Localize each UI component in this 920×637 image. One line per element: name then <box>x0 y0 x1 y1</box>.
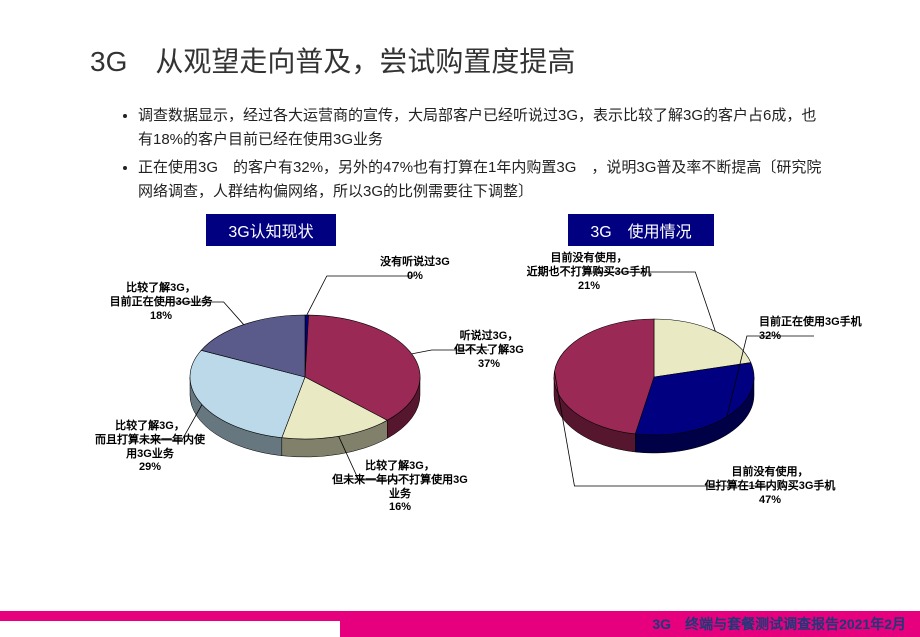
bullet-item: 正在使用3G 的客户有32%，另外的47%也有打算在1年内购置3G ，说明3G普… <box>138 156 830 204</box>
footer-text: 3G 终端与套餐测试调查报告2021年2月 <box>652 614 906 634</box>
chart-left-title: 3G认知现状 <box>206 214 335 246</box>
footer-bar: 3G 终端与套餐测试调查报告2021年2月 <box>0 611 920 637</box>
chart-right-title: 3G 使用情况 <box>568 214 713 246</box>
bullet-list: 调查数据显示，经过各大运营商的宣传，大局部客户已经听说过3G，表示比较了解3G的… <box>120 104 830 204</box>
bullet-item: 调查数据显示，经过各大运营商的宣传，大局部客户已经听说过3G，表示比较了解3G的… <box>138 104 830 152</box>
chart-right: 目前没有使用，近期也不打算购买3G手机21%目前正在使用3G手机32%目前没有使… <box>509 252 830 512</box>
page-title: 3G 从观望走向普及，尝试购置度提高 <box>90 40 830 80</box>
footer-white-notch <box>0 621 340 637</box>
chart-left: 没有听说过3G0%听说过3G，但不太了解3G37%比较了解3G，但未来一年内不打… <box>90 252 509 512</box>
